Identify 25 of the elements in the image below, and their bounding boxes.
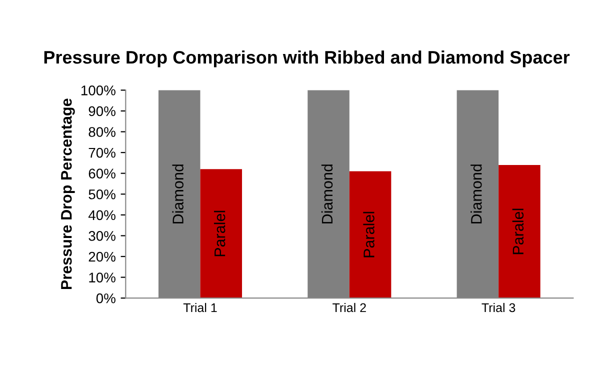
y-tick-label: 50% [88, 189, 116, 200]
y-tick-label: 90% [88, 106, 116, 116]
bar [498, 165, 540, 298]
y-tick-label: 60% [88, 168, 116, 178]
y-axis-title: Pressure Drop Percentage [61, 98, 75, 290]
y-tick-label: 30% [88, 231, 116, 241]
y-tick-label: 100% [81, 85, 116, 96]
text: Diamond [172, 164, 184, 224]
chart-title: Pressure Drop Comparison with Ribbed and Diamond Spacer [44, 50, 570, 68]
y-tick-label: 40% [88, 210, 116, 220]
y-tick-label: 10% [89, 272, 116, 282]
text: Paralel [512, 208, 524, 254]
y-tick-label: 80% [88, 127, 116, 137]
bar [349, 171, 392, 298]
x-tick-label: Trial 3 [482, 302, 516, 312]
text: Paralel [214, 210, 226, 256]
y-tick-label: 70% [88, 148, 116, 158]
y-tick-label: 0% [96, 293, 116, 304]
y-tick-label: 20% [88, 252, 116, 262]
series-label: Diamond [321, 164, 333, 224]
text: Diamond [470, 164, 482, 224]
bar [200, 169, 242, 298]
x-tick-label: Trial 1 [183, 302, 217, 312]
series-label: Paralel [363, 212, 374, 258]
x-tick-label: Trial 2 [332, 302, 366, 312]
